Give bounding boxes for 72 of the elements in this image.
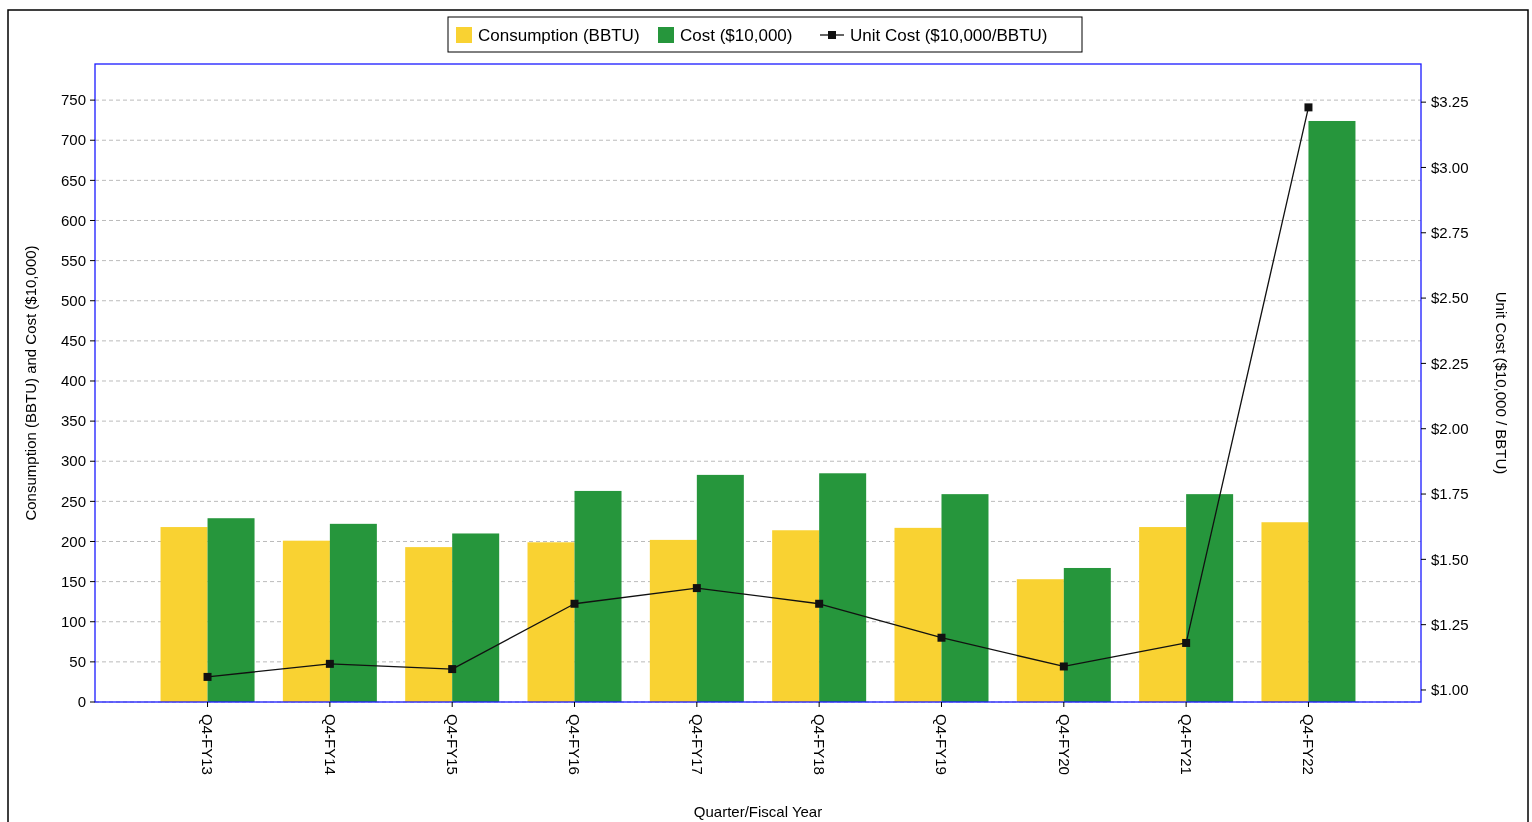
x-tick-label: Q4-FY21 xyxy=(1177,714,1195,775)
point xyxy=(325,659,334,668)
bar xyxy=(1016,579,1064,702)
y2-tick-label: $1.25 xyxy=(1431,615,1469,633)
bar xyxy=(696,474,744,702)
y-tick-label: 300 xyxy=(60,452,86,470)
y-tick-label: 200 xyxy=(60,532,86,550)
y2-axis-title: Unit Cost ($10,000 / BBTU) xyxy=(1493,291,1510,475)
point xyxy=(203,672,212,681)
y2-tick-label: $2.75 xyxy=(1431,224,1469,242)
y-tick-label: 550 xyxy=(60,251,86,269)
y2-tick-label: $1.00 xyxy=(1431,681,1469,699)
bar xyxy=(452,533,500,702)
x-axis-title: Quarter/Fiscal Year xyxy=(693,803,823,820)
bar xyxy=(282,540,330,702)
y-tick-label: 150 xyxy=(60,572,86,590)
x-tick-label: Q4-FY20 xyxy=(1055,714,1073,775)
bar xyxy=(772,530,820,702)
x-tick-label: Q4-FY13 xyxy=(199,714,217,775)
y-tick-label: 450 xyxy=(60,332,86,350)
y2-tick-label: $2.25 xyxy=(1431,354,1469,372)
legend-label: Cost ($10,000) xyxy=(680,25,793,45)
point xyxy=(692,584,701,593)
x-tick-label: Q4-FY18 xyxy=(810,714,828,775)
bar xyxy=(1308,120,1356,702)
bar xyxy=(329,523,377,702)
legend-label: Unit Cost ($10,000/BBTU) xyxy=(850,25,1048,45)
point xyxy=(1059,662,1068,671)
point xyxy=(1304,103,1313,112)
x-tick-label: Q4-FY15 xyxy=(443,714,461,775)
x-tick-label: Q4-FY16 xyxy=(566,714,584,775)
point xyxy=(1182,638,1191,647)
bar xyxy=(1186,494,1234,702)
bar xyxy=(941,494,989,702)
y-tick-label: 500 xyxy=(60,291,86,309)
y-tick-label: 650 xyxy=(60,171,86,189)
y-tick-label: 600 xyxy=(60,211,86,229)
y-tick-label: 700 xyxy=(60,131,86,149)
y2-tick-label: $3.25 xyxy=(1431,93,1469,111)
x-tick-label: Q4-FY17 xyxy=(688,714,706,775)
legend-label: Consumption (BBTU) xyxy=(478,25,640,45)
bar xyxy=(574,490,622,702)
y-tick-label: 250 xyxy=(60,492,86,510)
y2-tick-label: $2.50 xyxy=(1431,289,1469,307)
y-axis-title: Consumption (BBTU) and Cost ($10,000) xyxy=(22,245,39,521)
bar xyxy=(894,527,942,702)
x-tick-label: Q4-FY22 xyxy=(1300,714,1318,775)
y2-tick-label: $1.50 xyxy=(1431,550,1469,568)
bar xyxy=(1261,522,1309,702)
bar xyxy=(819,473,867,702)
point xyxy=(815,599,824,608)
y-tick-label: 50 xyxy=(69,653,86,671)
y2-tick-label: $1.75 xyxy=(1431,485,1469,503)
bar xyxy=(1139,527,1187,702)
y2-tick-label: $2.00 xyxy=(1431,419,1469,437)
y2-tick-label: $3.00 xyxy=(1431,158,1469,176)
y-tick-label: 100 xyxy=(60,613,86,630)
bar xyxy=(405,547,453,702)
bar xyxy=(527,542,575,702)
y-tick-label: 400 xyxy=(60,372,86,390)
point xyxy=(448,665,457,674)
bar xyxy=(160,527,208,702)
point xyxy=(937,633,946,642)
bar xyxy=(1063,567,1111,702)
y-tick-label: 350 xyxy=(60,412,86,430)
point xyxy=(570,599,579,608)
bar xyxy=(207,518,255,702)
bar xyxy=(649,539,697,702)
y-tick-label: 750 xyxy=(60,91,86,109)
x-tick-label: Q4-FY19 xyxy=(933,714,951,775)
y-tick-label: 0 xyxy=(77,693,86,711)
x-tick-label: Q4-FY14 xyxy=(321,714,339,775)
